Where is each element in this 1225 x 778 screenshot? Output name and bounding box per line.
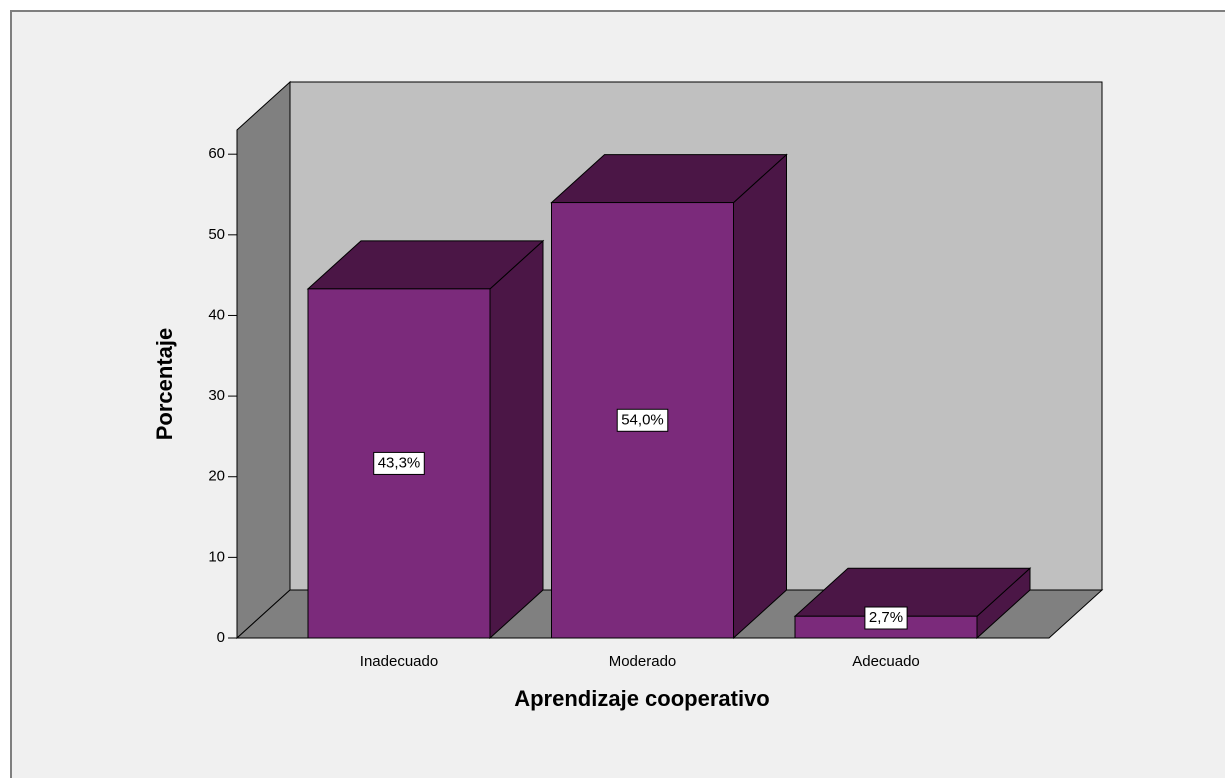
bar-side bbox=[489, 239, 544, 640]
value-label-box bbox=[373, 451, 425, 475]
y-tick-label: 20 bbox=[208, 468, 225, 485]
bar-side bbox=[733, 153, 787, 640]
x-tick-label: Inadecuado bbox=[360, 653, 438, 670]
y-axis-label: Porcentaje bbox=[152, 328, 177, 441]
y-tick-label: 30 bbox=[208, 387, 225, 404]
x-tick-label: Moderado bbox=[609, 653, 677, 670]
value-label-box bbox=[616, 408, 669, 432]
value-label: 54,0% bbox=[621, 411, 664, 428]
value-label: 43,3% bbox=[378, 454, 421, 471]
y-tick-label: 50 bbox=[208, 226, 225, 243]
x-axis-label: Aprendizaje cooperativo bbox=[514, 686, 770, 711]
x-tick-label: Adecuado bbox=[852, 653, 920, 670]
y-tick-label: 10 bbox=[208, 548, 225, 565]
y-tick-label: 0 bbox=[217, 629, 225, 646]
value-label-box bbox=[864, 606, 908, 630]
y-tick-label: 40 bbox=[208, 306, 225, 323]
left-wall bbox=[236, 80, 291, 640]
y-tick-label: 60 bbox=[208, 145, 225, 162]
value-label: 2,7% bbox=[869, 609, 903, 626]
